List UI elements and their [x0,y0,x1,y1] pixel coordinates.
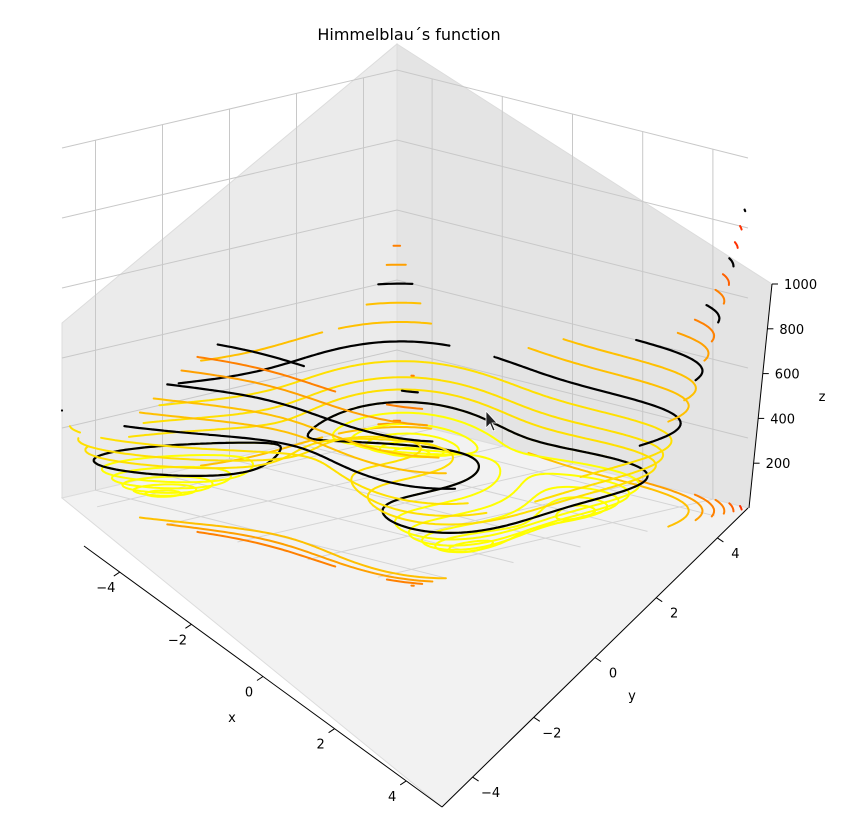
grid-line [61,139,749,229]
axes: −4 −2 0 2 4 4 2 0 −2 −4 1000 800 600 400 200 x y z [83,278,826,808]
y-tick-mark [594,657,602,662]
chart-title: Himmelblau´s function [317,25,500,44]
contour-line [739,505,743,511]
y-tick-label: −2 [542,726,561,741]
grid-line [61,279,749,369]
y-tick-label: 0 [609,667,617,682]
contour-line [216,304,721,394]
grid-line [377,498,714,578]
grid-line [96,428,433,508]
z-tick-label: 800 [779,323,804,338]
contour-line [743,208,747,213]
contour-line [410,498,726,587]
grid-line [167,445,503,525]
x-tick-mark [256,676,264,681]
x-axis-label: x [228,711,236,726]
contour-line [196,419,716,585]
y-tick-label: 4 [731,547,739,562]
y-tick-mark [655,597,663,603]
contour-line [728,257,735,268]
contour-line [166,282,704,443]
z-tick-label: 400 [770,412,795,427]
contour-line [138,321,690,475]
z-tick-label: 600 [775,368,800,383]
x-tick-label: 4 [388,790,396,805]
contour-line [180,263,710,427]
contour-line [739,225,743,231]
x-tick-mark [113,571,121,577]
y-tick-mark [533,716,541,722]
contour-line [152,301,697,459]
contour-line [410,288,726,377]
grid-line [61,349,749,439]
y-tick-mark [472,776,479,782]
contour-line [166,422,704,583]
z-tick-label: 1000 [784,278,817,293]
x-tick-label: 2 [316,738,324,753]
grid-line [61,209,749,299]
x-tick-mark [328,728,335,734]
z-tick-label: 200 [766,457,791,472]
y-axis-label: y [628,689,636,704]
y-tick-mark [717,537,724,543]
contour-line [68,360,673,505]
mouse-cursor-icon [485,409,498,432]
contour-line [196,244,716,410]
contour-line [84,388,657,526]
z-axis-label: z [819,390,826,405]
contour-line [77,376,665,517]
x-tick-label: −4 [96,581,115,596]
contour-line [721,273,730,286]
contour-line [733,241,739,249]
x-tick-label: −2 [168,633,187,648]
x-tick-mark [185,623,192,629]
contour-lines [60,208,747,587]
x-tick-mark [399,780,407,786]
y-tick-label: 2 [670,607,678,622]
grid-line [237,463,573,543]
contour-line [728,502,735,513]
z-axis-line [748,283,773,509]
grid-line [61,69,749,159]
y-tick-label: −4 [481,786,500,801]
x-tick-label: 0 [245,686,253,701]
